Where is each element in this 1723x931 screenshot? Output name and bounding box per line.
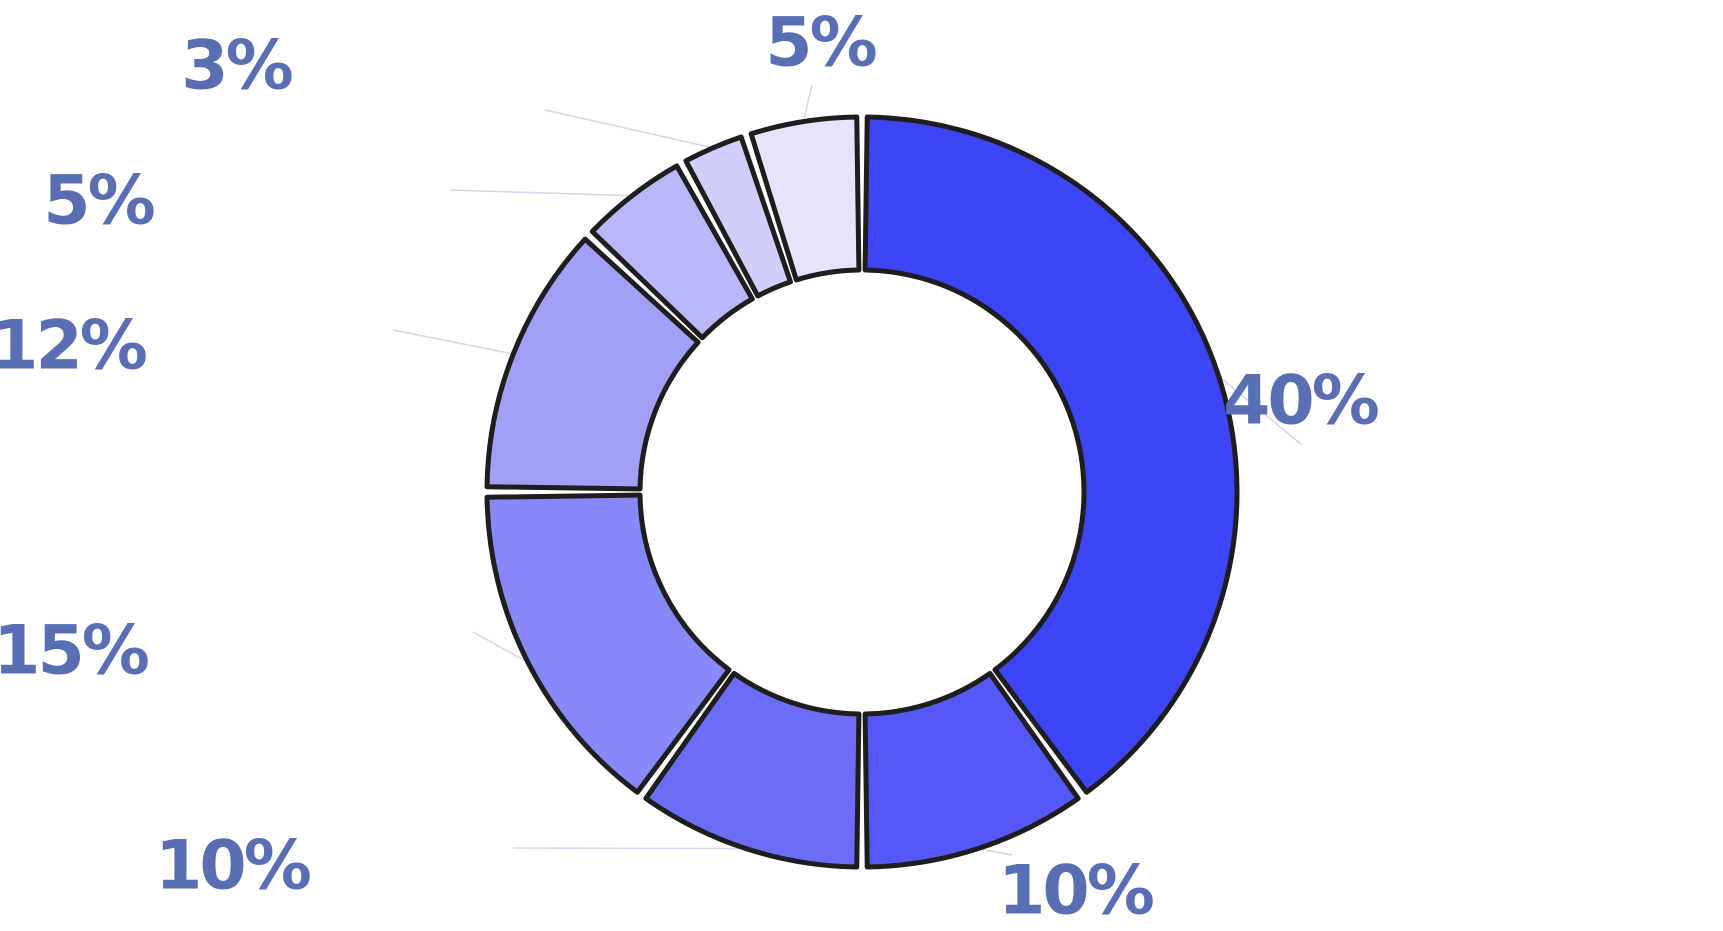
leader-line — [544, 109, 714, 149]
slice-value-label: 10% — [998, 852, 1153, 931]
donut-slice — [643, 670, 862, 870]
leader-line — [977, 847, 1013, 856]
slice-labels: 40% 10% 10% 15% 12% 5% 3% 5% — [0, 4, 1381, 931]
slice-value-label: 5% — [765, 4, 875, 83]
slice-value-label: 40% — [1223, 362, 1378, 441]
slice-value-label: 3% — [181, 27, 291, 106]
donut-slice — [748, 114, 862, 283]
donut-slice — [484, 492, 732, 795]
donut-slice — [589, 163, 755, 341]
slice-value-label: 12% — [0, 307, 146, 386]
donut-slice — [862, 670, 1081, 870]
leader-lines — [392, 84, 1303, 856]
leader-line — [449, 189, 633, 197]
donut-slice — [862, 114, 1240, 795]
donut-slices — [484, 114, 1240, 870]
leader-line — [512, 847, 747, 850]
donut-slice — [484, 236, 701, 492]
leader-line — [802, 84, 813, 122]
slice-value-label: 10% — [155, 827, 310, 906]
donut-slice — [683, 134, 793, 299]
leader-line — [472, 631, 529, 663]
leader-line — [392, 329, 514, 355]
leader-line — [1218, 375, 1303, 446]
slice-value-label: 15% — [0, 612, 148, 691]
slice-value-label: 5% — [43, 162, 153, 241]
